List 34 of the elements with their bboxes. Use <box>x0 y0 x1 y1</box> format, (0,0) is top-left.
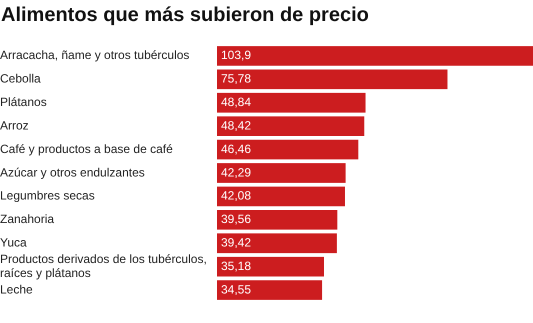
bar <box>217 69 448 90</box>
y-tick-label: Yuca <box>0 236 28 250</box>
bar <box>217 210 338 230</box>
data-label: 39,42 <box>221 236 252 250</box>
y-tick-label: Plátanos <box>0 95 47 110</box>
y-tick-label: Productos derivados de los tubérculos, raíces y plátanos <box>0 252 207 280</box>
bar <box>217 186 345 206</box>
y-tick-label: Café y productos a base de café <box>0 142 174 156</box>
bar <box>217 116 364 136</box>
data-label: 42,08 <box>221 188 252 203</box>
data-label: 103,9 <box>221 48 252 62</box>
y-tick-label: Cebolla <box>0 72 42 86</box>
y-tick-label: Legumbres secas <box>0 188 95 203</box>
bar <box>217 46 533 66</box>
bar <box>217 280 322 300</box>
data-label: 39,56 <box>221 212 252 226</box>
data-label: 42,29 <box>221 165 252 180</box>
y-tick-label: Azúcar y otros endulzantes <box>0 165 145 180</box>
data-label: 48,84 <box>221 95 252 110</box>
y-tick-label: Zanahoria <box>0 212 54 226</box>
data-label: 35,18 <box>221 258 252 273</box>
bar <box>217 163 346 183</box>
chart-title: Alimentos que más subieron de precio <box>1 4 369 27</box>
y-tick-label: Arracacha, ñame y otros tubérculos <box>0 48 190 62</box>
data-label: 34,55 <box>221 282 252 296</box>
bar <box>217 92 366 113</box>
data-label: 48,42 <box>221 118 252 132</box>
y-tick-label: Leche <box>0 282 34 296</box>
bar <box>217 140 358 160</box>
bar <box>217 233 337 254</box>
data-label: 75,78 <box>221 72 252 86</box>
bar <box>217 256 324 277</box>
y-tick-label: Arroz <box>0 118 29 132</box>
data-label: 46,46 <box>221 142 252 156</box>
